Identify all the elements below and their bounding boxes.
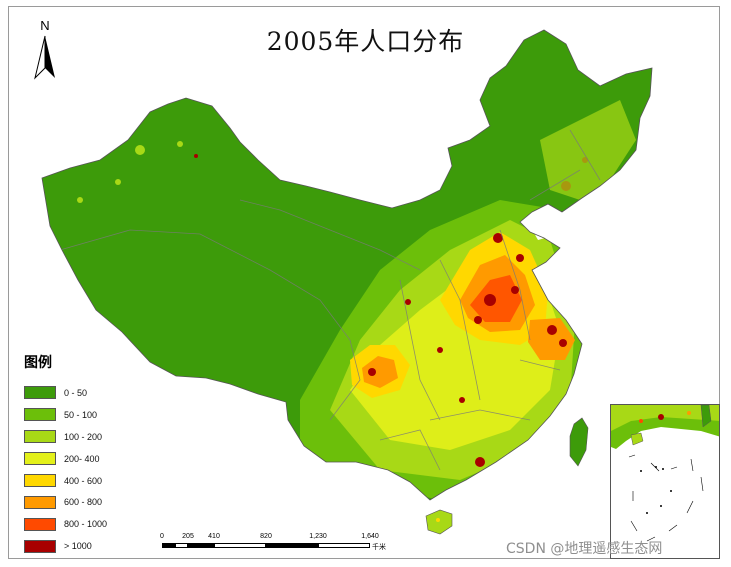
south-china-sea-inset bbox=[610, 404, 720, 559]
north-label: N bbox=[40, 18, 50, 33]
scale-tick-label: 1,640 bbox=[361, 533, 379, 540]
scale-segment bbox=[188, 543, 214, 548]
legend-swatch bbox=[24, 386, 56, 400]
legend-label: 400 - 600 bbox=[64, 475, 103, 486]
scale-tick-label: 0 bbox=[160, 533, 164, 540]
inset-map bbox=[611, 405, 719, 542]
legend-item: 400 - 600 bbox=[24, 470, 107, 492]
legend-item: 600 - 800 bbox=[24, 491, 107, 513]
map-frame bbox=[8, 6, 720, 559]
scale-tick-label: 410 bbox=[208, 533, 220, 540]
legend-item: 0 - 50 bbox=[24, 382, 107, 404]
legend-label: 0 - 50 bbox=[64, 387, 88, 398]
legend-swatch bbox=[24, 430, 56, 444]
map-title: 2005年人口分布 bbox=[266, 27, 465, 56]
legend-swatch bbox=[24, 408, 56, 422]
legend-swatch bbox=[24, 474, 56, 487]
legend-item: > 1000 bbox=[24, 535, 107, 557]
scale-tick-label: 820 bbox=[260, 533, 272, 540]
scale-tick-label: 1,230 bbox=[309, 533, 327, 540]
legend-swatch bbox=[24, 452, 56, 466]
legend-label: 50 - 100 bbox=[64, 409, 98, 420]
legend-label: 200- 400 bbox=[64, 453, 100, 464]
scale-segment bbox=[175, 543, 188, 548]
legend-item: 200- 400 bbox=[24, 448, 107, 470]
north-arrow-icon bbox=[34, 35, 55, 80]
legend-swatch bbox=[24, 495, 56, 509]
watermark: CSDN @地理遥感生态网 bbox=[506, 541, 663, 557]
north-arrow: N bbox=[30, 18, 60, 82]
legend-item: 100 - 200 bbox=[24, 426, 107, 448]
scale-segment bbox=[266, 543, 318, 548]
legend-label: > 1000 bbox=[64, 541, 92, 552]
legend-label: 800 - 1000 bbox=[64, 519, 108, 530]
scale-segment bbox=[214, 543, 266, 548]
legend: 图例 0 - 50 50 - 100 100 - 200 200- 400 40… bbox=[24, 352, 107, 557]
legend-swatch bbox=[24, 517, 56, 531]
scale-segment bbox=[162, 543, 175, 548]
legend-swatch bbox=[24, 539, 56, 553]
scale-segment bbox=[318, 543, 370, 548]
legend-item: 50 - 100 bbox=[24, 404, 107, 426]
legend-label: 100 - 200 bbox=[64, 431, 103, 442]
legend-item: 800 - 1000 bbox=[24, 513, 107, 535]
legend-label: 600 - 800 bbox=[64, 497, 103, 508]
scale-unit: 千米 bbox=[372, 543, 386, 551]
scale-tick-label: 205 bbox=[182, 533, 194, 540]
scale-bar: 0 205 410 820 1,230 1,640 千米 bbox=[160, 533, 400, 557]
legend-title: 图例 bbox=[24, 355, 52, 371]
